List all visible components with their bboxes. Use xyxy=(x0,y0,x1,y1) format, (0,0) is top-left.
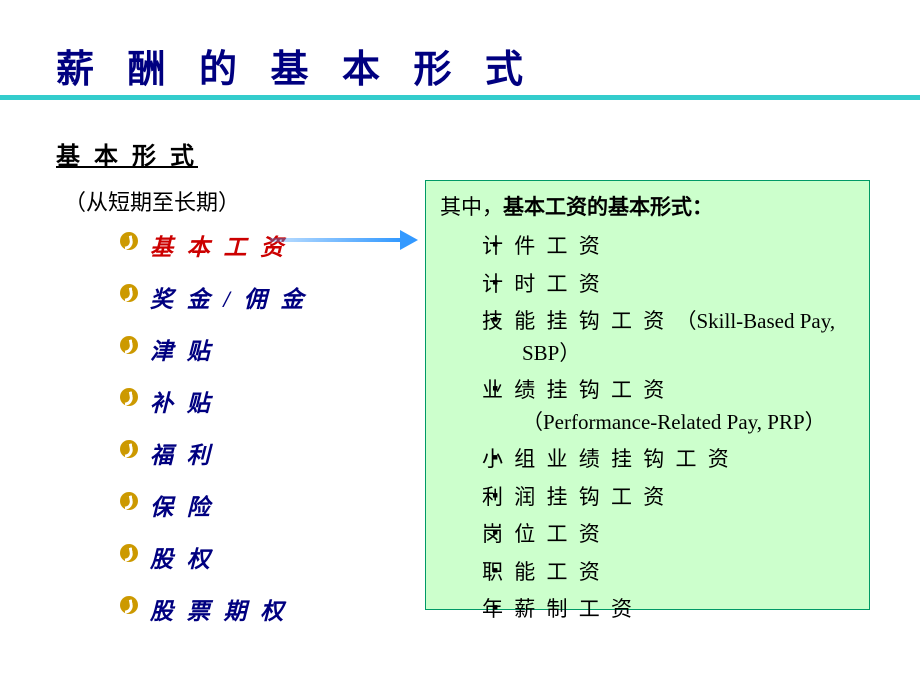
detail-header-bold: 基本工资的基本形式： xyxy=(503,195,713,219)
detail-list-item: 技 能 挂 钩 工 资 （Skill-Based Pay, SBP） xyxy=(482,306,855,369)
detail-list-item: 利 润 挂 钩 工 资 xyxy=(482,482,855,514)
detail-list-item: 计 件 工 资 xyxy=(482,231,855,263)
subtitle: 基 本 形 式 xyxy=(56,136,198,171)
detail-list-item: 年 薪 制 工 资 xyxy=(482,594,855,626)
detail-list-item: 业 绩 挂 钩 工 资（Performance-Related Pay, PRP… xyxy=(482,375,855,438)
detail-list-item: 计 时 工 资 xyxy=(482,269,855,301)
main-list-item: 保 险 xyxy=(120,488,307,522)
main-list-item: 奖 金 / 佣 金 xyxy=(120,280,307,314)
detail-header: 其中，基本工资的基本形式： xyxy=(440,191,855,221)
slide-title: 薪 酬 的 基 本 形 式 xyxy=(56,38,535,93)
arrow-icon xyxy=(270,230,418,250)
title-underline xyxy=(0,95,920,100)
main-list-item: 股 权 xyxy=(120,540,307,574)
detail-list-item: 小 组 业 绩 挂 钩 工 资 xyxy=(482,444,855,476)
detail-list-item: 职 能 工 资 xyxy=(482,557,855,589)
main-list-item: 福 利 xyxy=(120,436,307,470)
detail-list: 计 件 工 资计 时 工 资技 能 挂 钩 工 资 （Skill-Based P… xyxy=(440,231,855,626)
main-list-item: 股 票 期 权 xyxy=(120,592,307,626)
main-list-item: 津 贴 xyxy=(120,332,307,366)
main-list-item: 补 贴 xyxy=(120,384,307,418)
detail-list-item: 岗 位 工 资 xyxy=(482,519,855,551)
detail-header-prefix: 其中， xyxy=(440,195,503,219)
main-list: 基 本 工 资奖 金 / 佣 金津 贴补 贴福 利保 险股 权股 票 期 权 xyxy=(120,228,307,644)
detail-box: 其中，基本工资的基本形式： 计 件 工 资计 时 工 资技 能 挂 钩 工 资 … xyxy=(425,180,870,610)
note-text: （从短期至长期） xyxy=(64,185,240,217)
